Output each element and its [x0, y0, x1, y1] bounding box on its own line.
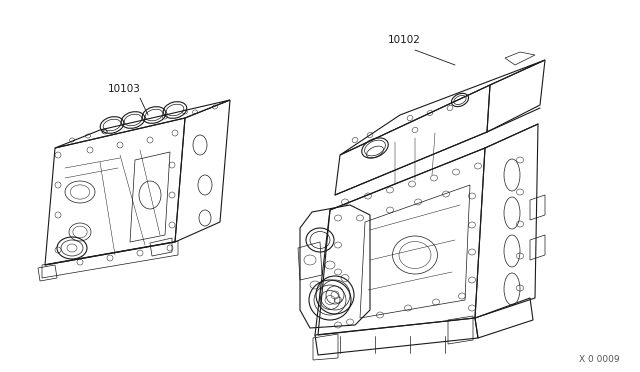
- Text: 10103: 10103: [108, 84, 141, 94]
- Text: X 0 0009: X 0 0009: [579, 355, 620, 364]
- Text: 10102: 10102: [388, 35, 421, 45]
